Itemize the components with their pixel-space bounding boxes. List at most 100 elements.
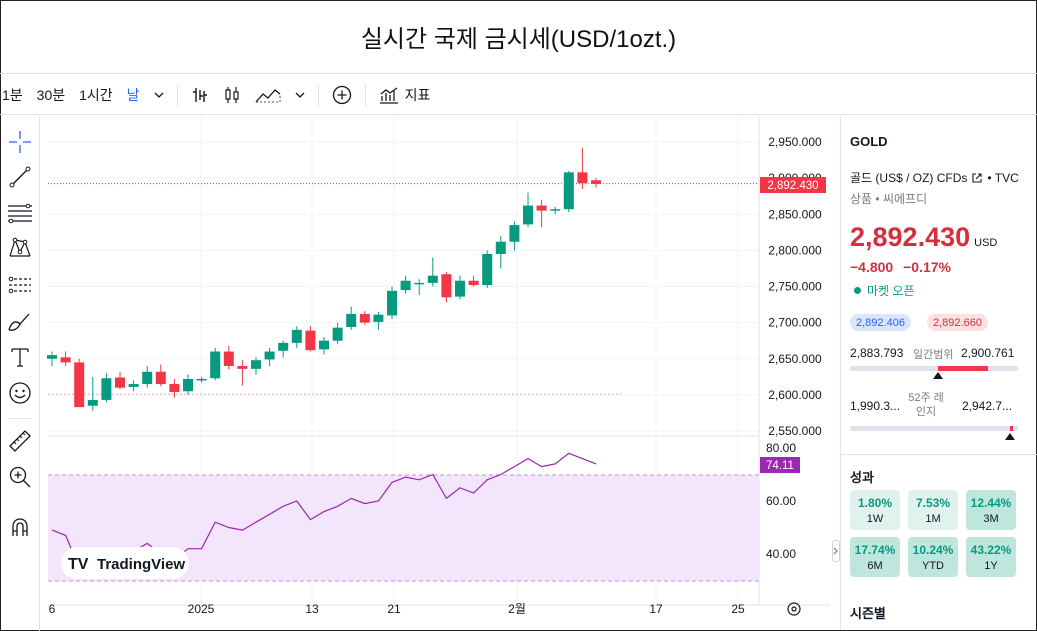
- symbol-category: 상품 • 씨에프디: [850, 192, 928, 206]
- candle-body: [305, 330, 316, 351]
- perf-1y-tile[interactable]: 43.22% 1Y: [966, 537, 1016, 577]
- toolbar-divider: [176, 83, 178, 106]
- area-style-button[interactable]: [248, 80, 288, 110]
- candle-body: [155, 371, 166, 385]
- rsi-tick-label: 40.00: [766, 547, 796, 561]
- interval-1m-button[interactable]: 1분: [2, 86, 23, 103]
- text-tool-button[interactable]: [6, 343, 34, 371]
- candle-body: [223, 351, 234, 366]
- time-tick-label: 13: [305, 602, 319, 616]
- zoom-in-tool-button[interactable]: [6, 463, 34, 491]
- settings-button[interactable]: [787, 602, 801, 616]
- trendline-icon: [9, 166, 31, 188]
- symbol-source: • TVC: [987, 170, 1019, 185]
- trendline-tool-button[interactable]: [6, 163, 34, 191]
- zoom-in-icon: [9, 466, 31, 488]
- plus-circle-icon: [332, 85, 351, 104]
- candle-body: [523, 205, 533, 225]
- bar-style-button[interactable]: [184, 80, 216, 110]
- candle-body: [536, 205, 547, 211]
- candle-body: [577, 172, 588, 184]
- interval-dropdown-button[interactable]: [147, 80, 171, 110]
- compare-symbol-button[interactable]: [325, 80, 359, 110]
- perf-1w-tile[interactable]: 1.80% 1W: [850, 490, 900, 530]
- interval-1h-button[interactable]: 1시간: [79, 86, 113, 103]
- candle-body: [373, 314, 384, 322]
- magnet-tool-button[interactable]: [6, 513, 34, 541]
- perf-value: 7.53%: [915, 495, 951, 510]
- perf-ytd-tile[interactable]: 10.24% YTD: [908, 537, 958, 577]
- chevron-down-icon: [295, 92, 305, 98]
- candle-body: [169, 384, 180, 392]
- candle-style-button[interactable]: [216, 80, 248, 110]
- market-status: 마켓 오픈: [854, 282, 915, 299]
- candle-body: [115, 377, 125, 388]
- perf-value: 12.44%: [970, 495, 1012, 510]
- indicators-label: 지표: [404, 86, 431, 103]
- rsi-tick-label: 80.00: [766, 441, 796, 455]
- emoji-tool-button[interactable]: [6, 379, 34, 407]
- time-tick-label: 2025: [188, 602, 215, 616]
- rsi-value-label-bg: [760, 457, 800, 473]
- time-tick-label: 6: [49, 602, 56, 616]
- change-percent: −0.17%: [903, 259, 951, 275]
- seasonal-title: 시즌별: [850, 606, 886, 621]
- brush-tool-button[interactable]: [6, 308, 34, 336]
- price-tick-label: 2,800.000: [768, 243, 822, 257]
- candle-body: [563, 172, 574, 210]
- time-tick-label: 25: [731, 602, 745, 616]
- perf-value: 10.24%: [912, 542, 954, 557]
- price-tick-label: 2,650.000: [768, 352, 822, 366]
- candle-body: [591, 180, 601, 184]
- week52-low: 1,990.3...: [850, 399, 901, 413]
- day-range-fill: [938, 366, 988, 371]
- perf-3m-tile[interactable]: 12.44% 3M: [966, 490, 1016, 530]
- pattern-tool-button[interactable]: [6, 234, 34, 262]
- perf-label: 6M: [867, 559, 883, 572]
- day-low: 2,883.793: [850, 346, 904, 360]
- ask-badge: 2,892.660: [927, 314, 988, 331]
- watermark-text: TradingView: [97, 556, 185, 573]
- panel-collapse-handle[interactable]: [832, 540, 840, 562]
- candle-body: [495, 241, 506, 254]
- fib-icon: [8, 203, 32, 224]
- candle-body: [128, 384, 139, 387]
- chart-style-dropdown-button[interactable]: [288, 80, 312, 110]
- brush-icon: [8, 313, 30, 331]
- interval-30m-button[interactable]: 30분: [36, 86, 66, 103]
- crosshair-tool-button[interactable]: [6, 128, 34, 156]
- price-tick-label: 2,700.000: [768, 316, 822, 330]
- candle-body: [264, 351, 275, 360]
- ruler-icon: [9, 430, 31, 452]
- performance-title: 성과: [850, 470, 874, 485]
- candle-body: [74, 362, 85, 408]
- candle-body: [482, 253, 493, 286]
- chart-area[interactable]: 2,950.0002,900.0002,850.0002,800.0002,75…: [41, 116, 830, 631]
- chart-toolbar: 1분 30분 1시간 날 지표: [0, 75, 1037, 115]
- forecast-tool-button[interactable]: [6, 271, 34, 299]
- fib-tool-button[interactable]: [6, 199, 34, 227]
- week52-range-label: 52주 레인지: [908, 392, 944, 418]
- price-change: −4.800 −0.17%: [850, 259, 951, 275]
- candle-body: [550, 209, 561, 211]
- interval-day-button[interactable]: 날: [126, 86, 140, 103]
- chevron-right-icon: [833, 547, 838, 555]
- candle-body: [455, 280, 465, 297]
- time-tick-label: 17: [649, 602, 663, 616]
- ruler-tool-button[interactable]: [6, 427, 34, 455]
- day-range-label: 일간범위: [913, 349, 954, 361]
- candle-body: [346, 313, 357, 327]
- perf-value: 43.22%: [970, 542, 1012, 557]
- perf-6m-tile[interactable]: 17.74% 6M: [850, 537, 900, 577]
- text-icon: [11, 348, 29, 367]
- week52-marker-icon: [1005, 433, 1015, 440]
- price-chart[interactable]: 2,950.0002,900.0002,850.0002,800.0002,75…: [41, 116, 830, 631]
- price-tick-label: 2,750.000: [768, 280, 822, 294]
- symbol-details-panel: GOLD 골드 (US$ / OZ) CFDs • TVC 상품 • 씨에프디 …: [840, 116, 1037, 630]
- indicators-button[interactable]: 지표: [372, 80, 438, 110]
- external-link-icon[interactable]: [971, 172, 983, 184]
- candle-body: [183, 378, 193, 392]
- perf-value: 17.74%: [854, 542, 896, 557]
- perf-1m-tile[interactable]: 7.53% 1M: [908, 490, 958, 530]
- rsi-tick-label: 60.00: [766, 494, 796, 508]
